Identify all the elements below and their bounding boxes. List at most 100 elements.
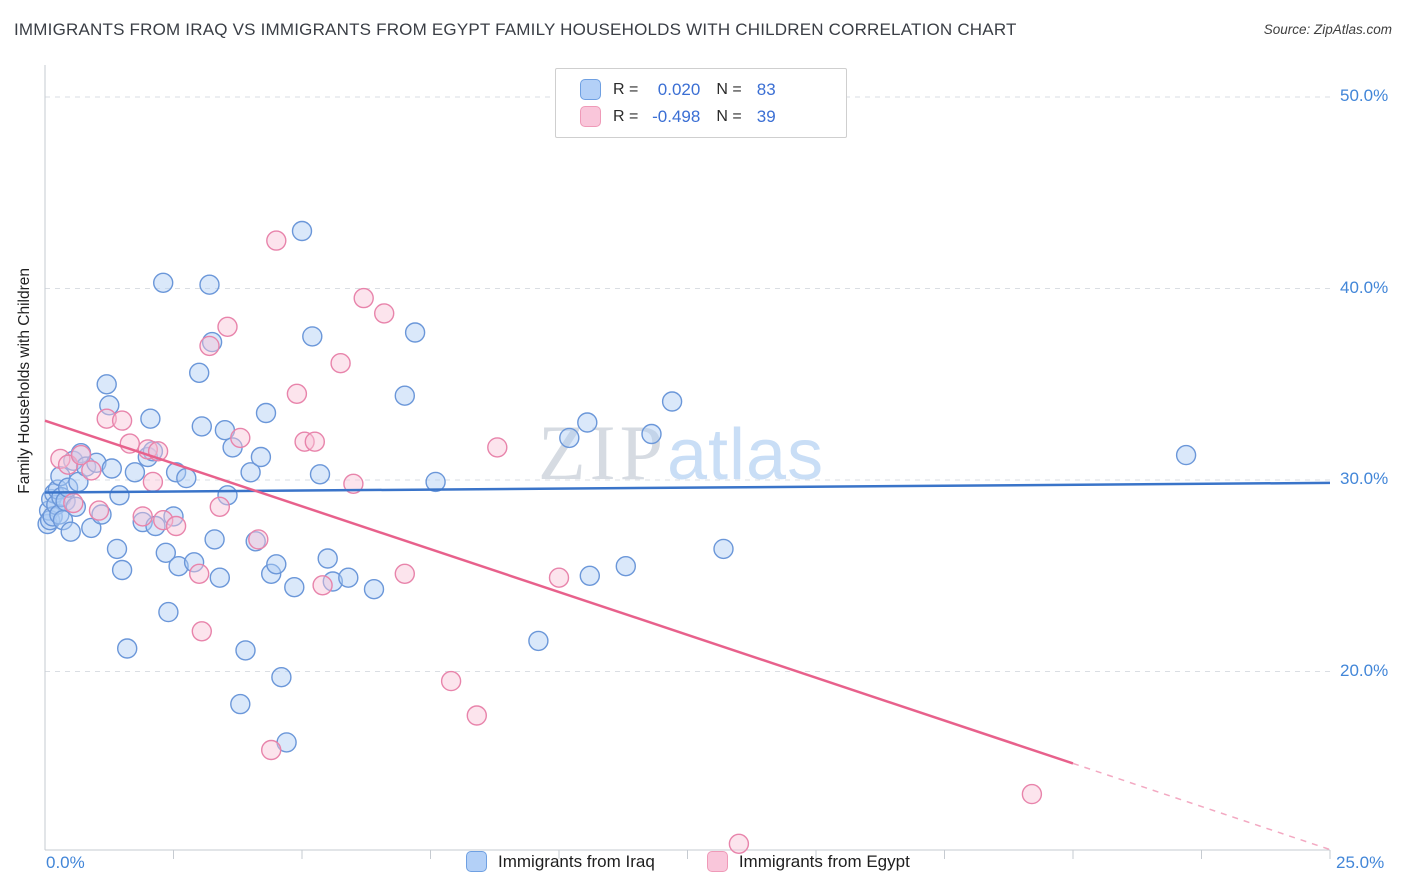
scatter-point-egypt: [111, 410, 133, 431]
scatter-point-iraq: [250, 446, 272, 468]
scatter-point-iraq: [579, 565, 600, 586]
scatter-point-egypt: [1021, 783, 1043, 805]
scatter-point-egypt: [487, 437, 508, 458]
scatter-point-egypt: [394, 563, 415, 584]
scatter-point-iraq: [101, 458, 123, 479]
trend-line-egypt-extension: [1072, 762, 1331, 851]
scatter-point-iraq: [271, 667, 292, 688]
scatter-point-iraq: [261, 563, 282, 584]
scatter-point-iraq: [201, 331, 223, 353]
x-axis-max-label: 25.0%: [1336, 853, 1385, 872]
y-tick-label-20: 20.0%: [1340, 660, 1389, 680]
legend-item-egypt: Immigrants from Egypt: [706, 851, 910, 872]
scatter-point-egypt: [374, 303, 395, 324]
n-label: N =: [716, 80, 742, 98]
iraq-r-value: 0.020: [657, 79, 701, 99]
scatter-point-iraq: [230, 693, 251, 715]
scatter-point-egypt: [330, 353, 351, 374]
scatter-point-iraq: [155, 542, 177, 563]
scatter-point-egypt: [152, 510, 174, 531]
scatter-point-iraq: [109, 485, 130, 506]
scatter-point-iraq: [81, 517, 102, 539]
scatter-point-egypt: [132, 506, 153, 527]
x-axis-min-label: 0.0%: [46, 853, 85, 872]
scatter-point-iraq: [96, 374, 117, 395]
scatter-point-iraq: [255, 402, 277, 424]
scatter-point-iraq: [425, 471, 446, 493]
scatter-point-iraq: [188, 362, 210, 383]
scatter-point-egypt: [217, 316, 238, 337]
scatter-point-egypt: [266, 230, 287, 251]
scatter-point-iraq: [291, 220, 313, 242]
scatter-point-egypt: [466, 705, 487, 726]
r-label: R =: [613, 80, 639, 98]
y-tick-label-30: 30.0%: [1340, 469, 1389, 488]
scatter-point-egypt: [286, 383, 308, 404]
scatter-point-iraq: [240, 462, 261, 483]
chart-legend: Immigrants from Iraq Immigrants from Egy…: [466, 851, 910, 872]
scatter-point-egypt: [728, 833, 750, 854]
scatter-point-egypt: [343, 473, 364, 494]
scatter-point-iraq: [168, 556, 189, 577]
correlation-stats-box: R = 0.020 N = 83 R = -0.498 N = 39: [555, 68, 847, 138]
scatter-point-egypt: [188, 563, 210, 584]
scatter-point-egypt: [209, 496, 231, 517]
egypt-swatch: [706, 851, 728, 872]
iraq-n-value: 83: [756, 79, 776, 99]
scatter-point-iraq: [309, 464, 331, 485]
scatter-point-egypt: [248, 529, 269, 550]
scatter-point-egypt: [440, 670, 462, 692]
scatter-point-egypt: [165, 515, 187, 537]
iraq-swatch: [466, 851, 487, 872]
iraq-swatch: [580, 79, 601, 100]
scatter-point-iraq: [615, 556, 636, 577]
iraq-stats-row: R = 0.020 N = 83: [580, 76, 846, 103]
legend-item-iraq: Immigrants from Iraq: [466, 851, 655, 872]
source-link[interactable]: Source: ZipAtlas.com: [1263, 22, 1392, 37]
scatter-point-iraq: [152, 272, 174, 293]
scatter-point-iraq: [199, 274, 220, 295]
scatter-point-iraq: [302, 326, 323, 347]
iraq-legend-label: Immigrants from Iraq: [498, 851, 655, 871]
scatter-point-iraq: [394, 385, 415, 406]
scatter-point-iraq: [338, 567, 359, 588]
y-tick-label-50: 50.0%: [1340, 86, 1389, 105]
scatter-point-egypt: [353, 287, 374, 309]
scatter-point-iraq: [404, 322, 426, 343]
scatter-point-iraq: [204, 529, 225, 550]
page-title: IMMIGRANTS FROM IRAQ VS IMMIGRANTS FROM …: [14, 20, 1017, 39]
scatter-point-egypt: [230, 427, 251, 449]
egypt-n-value: 39: [756, 106, 776, 126]
scatter-point-iraq: [183, 552, 205, 573]
egypt-legend-label: Immigrants from Egypt: [738, 851, 910, 871]
scatter-point-iraq: [49, 504, 70, 525]
scatter-point-iraq: [363, 579, 385, 600]
scatter-point-egypt: [312, 575, 333, 596]
scatter-point-iraq: [60, 521, 81, 542]
scatter-point-egypt: [304, 431, 325, 452]
scatter-point-egypt: [81, 460, 102, 481]
scatter-point-iraq: [1175, 444, 1197, 466]
scatter-point-iraq: [158, 601, 179, 623]
scatter-point-egypt: [191, 621, 213, 642]
scatter-point-egypt: [142, 471, 164, 493]
scatter-point-iraq: [50, 466, 71, 487]
scatter-point-iraq: [284, 577, 305, 598]
scatter-point-iraq: [209, 567, 231, 588]
scatter-point-iraq: [577, 412, 598, 433]
scatter-point-iraq: [140, 408, 161, 429]
scatter-point-egypt: [63, 492, 84, 514]
egypt-stats-row: R = -0.498 N = 39: [580, 103, 846, 130]
scatter-point-egypt: [548, 567, 570, 588]
scatter-point-iraq: [559, 427, 580, 449]
scatter-point-egypt: [96, 408, 117, 429]
scatter-point-iraq: [713, 538, 734, 560]
scatter-point-iraq: [235, 640, 256, 661]
n-label: N =: [716, 107, 742, 125]
r-label: R =: [613, 107, 639, 125]
scatter-point-iraq: [641, 423, 662, 445]
egypt-swatch: [580, 106, 601, 127]
scatter-point-iraq: [165, 462, 187, 483]
